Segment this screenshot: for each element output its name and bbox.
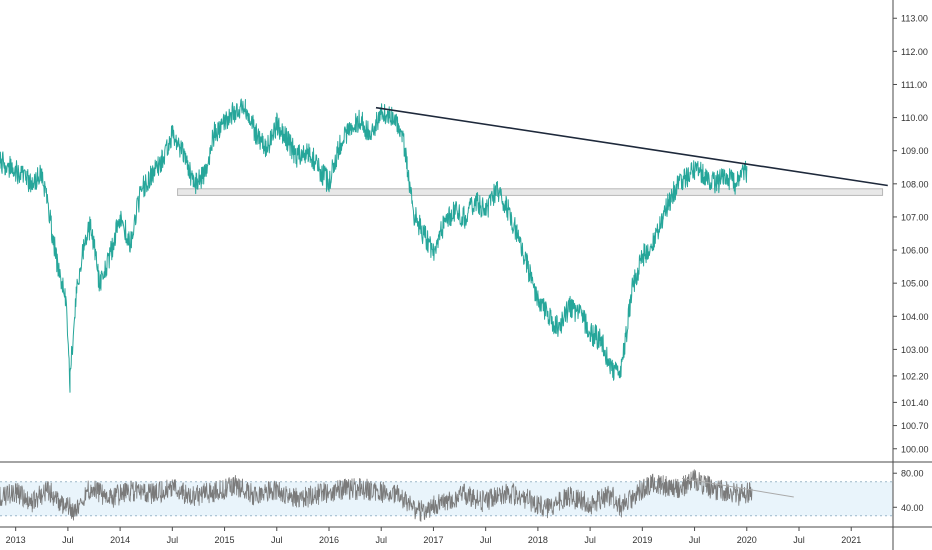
time-x-axis[interactable]: 2013 Jul 2014 Jul 2015 Jul 2016 Jul 2017 Jul 2018 J… bbox=[6, 527, 862, 545]
price-y-tick-label: 103.00 bbox=[901, 345, 929, 355]
rsi-y-tick-label: 40.00 bbox=[901, 503, 924, 513]
price-y-tick-label: 111.00 bbox=[901, 80, 927, 90]
x-tick-label: 2016 bbox=[319, 535, 339, 545]
x-tick-label: 2015 bbox=[215, 535, 235, 545]
x-tick-label: 2021 bbox=[841, 535, 861, 545]
x-tick-label: Jul bbox=[689, 535, 701, 545]
price-y-tick-label: 109.00 bbox=[901, 146, 929, 156]
price-pane[interactable] bbox=[0, 98, 888, 393]
rsi-series-line[interactable] bbox=[0, 469, 753, 522]
x-tick-label: Jul bbox=[584, 535, 596, 545]
price-series-line[interactable] bbox=[0, 98, 748, 393]
trendline-layer[interactable] bbox=[375, 106, 888, 187]
x-tick-label: Jul bbox=[271, 535, 283, 545]
x-tick-label: 2020 bbox=[737, 535, 757, 545]
price-y-tick-label: 100.70 bbox=[901, 421, 929, 431]
price-y-tick-label: 102.20 bbox=[901, 371, 929, 381]
price-y-tick-label: 105.00 bbox=[901, 279, 929, 289]
price-y-tick-label: 108.00 bbox=[901, 179, 929, 189]
price-y-tick-label: 107.00 bbox=[901, 212, 929, 222]
price-y-axis[interactable]: 113.00 112.00 111.00 110.00 109.00 108.00 107.… bbox=[893, 14, 929, 455]
rsi-y-axis[interactable]: 80.00 40.00 bbox=[893, 469, 924, 513]
price-y-tick-label: 110.00 bbox=[901, 113, 928, 123]
rsi-trendline[interactable] bbox=[681, 477, 794, 498]
resistance-trendline[interactable] bbox=[375, 106, 888, 187]
x-tick-label: Jul bbox=[62, 535, 74, 545]
x-tick-label: Jul bbox=[793, 535, 805, 545]
x-tick-label: 2018 bbox=[528, 535, 548, 545]
price-y-tick-label: 100.00 bbox=[901, 444, 929, 454]
rsi-series-layer bbox=[0, 469, 753, 522]
rsi-pane[interactable] bbox=[0, 469, 893, 522]
x-tick-label: 2017 bbox=[423, 535, 443, 545]
x-tick-label: 2014 bbox=[110, 535, 130, 545]
x-tick-label: Jul bbox=[480, 535, 492, 545]
price-y-tick-label: 101.40 bbox=[901, 398, 929, 408]
rsi-trendline-layer[interactable] bbox=[681, 477, 794, 498]
support-zone-layer bbox=[177, 188, 884, 196]
rsi-y-tick-label: 80.00 bbox=[901, 469, 924, 479]
x-tick-label: Jul bbox=[167, 535, 179, 545]
price-series-layer bbox=[0, 98, 748, 393]
price-y-tick-label: 106.00 bbox=[901, 246, 929, 256]
x-tick-label: Jul bbox=[375, 535, 387, 545]
price-y-tick-label: 104.00 bbox=[901, 312, 929, 322]
price-y-tick-label: 112.00 bbox=[901, 47, 928, 57]
price-y-tick-label: 113.00 bbox=[901, 14, 928, 24]
x-tick-label: 2013 bbox=[6, 535, 26, 545]
support-zone-rect[interactable] bbox=[177, 188, 884, 196]
x-tick-label: 2019 bbox=[632, 535, 652, 545]
